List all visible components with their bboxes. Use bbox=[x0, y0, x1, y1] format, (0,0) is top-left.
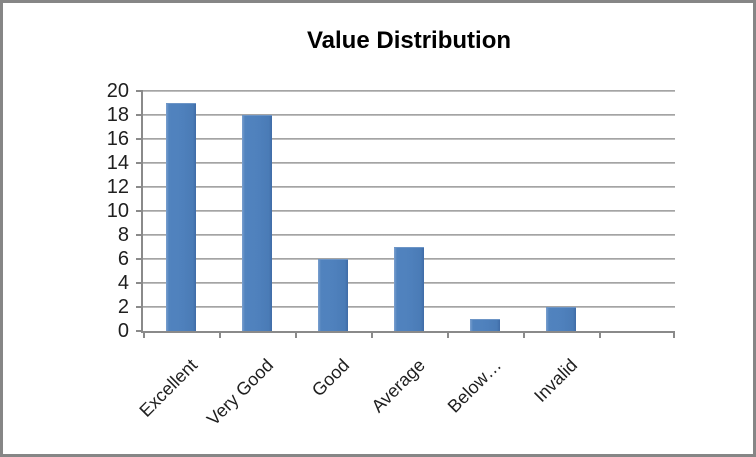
x-category-label: Very Good bbox=[202, 355, 278, 430]
y-tick-label: 18 bbox=[106, 104, 129, 126]
bar-good bbox=[318, 259, 348, 331]
gridline bbox=[143, 210, 675, 212]
y-axis-tick bbox=[136, 234, 143, 236]
y-axis-tick bbox=[136, 282, 143, 284]
gridline bbox=[143, 186, 675, 188]
x-category-label: Excellent bbox=[135, 355, 202, 421]
bar-invalid bbox=[546, 307, 576, 331]
x-axis-tick bbox=[371, 331, 373, 338]
bar-excellent bbox=[166, 103, 196, 331]
x-axis-line bbox=[143, 331, 675, 333]
y-tick-label: 10 bbox=[106, 200, 129, 222]
gridline bbox=[143, 90, 675, 92]
x-category-label: Good bbox=[307, 355, 354, 401]
y-tick-label: 2 bbox=[117, 296, 129, 318]
y-tick-label: 14 bbox=[106, 152, 129, 174]
y-axis-tick bbox=[136, 306, 143, 308]
gridline bbox=[143, 114, 675, 116]
x-category-label: Average bbox=[367, 355, 430, 417]
y-tick-label: 20 bbox=[106, 80, 129, 102]
y-axis-tick bbox=[136, 186, 143, 188]
y-axis-tick bbox=[136, 330, 143, 332]
y-tick-label: 12 bbox=[106, 176, 129, 198]
y-tick-label: 4 bbox=[117, 272, 129, 294]
gridline bbox=[143, 234, 675, 236]
y-tick-label: 16 bbox=[106, 128, 129, 150]
x-axis-tick bbox=[673, 331, 675, 338]
x-axis-tick bbox=[447, 331, 449, 338]
bar-very-good bbox=[242, 115, 272, 331]
bar-average bbox=[394, 247, 424, 331]
y-axis-tick bbox=[136, 138, 143, 140]
x-axis-tick bbox=[599, 331, 601, 338]
y-axis-tick bbox=[136, 162, 143, 164]
x-axis-tick bbox=[295, 331, 297, 338]
x-category-label: Invalid bbox=[530, 355, 582, 406]
x-axis-tick bbox=[219, 331, 221, 338]
x-category-label: Below… bbox=[443, 355, 506, 417]
y-tick-label: 8 bbox=[117, 224, 129, 246]
x-axis-tick bbox=[143, 331, 145, 338]
y-axis-tick bbox=[136, 210, 143, 212]
y-tick-label: 6 bbox=[117, 248, 129, 270]
x-axis-tick bbox=[523, 331, 525, 338]
y-tick-label: 0 bbox=[117, 320, 129, 342]
bar-below bbox=[470, 319, 500, 331]
y-axis-tick bbox=[136, 258, 143, 260]
y-axis-line bbox=[141, 91, 143, 333]
y-axis-tick bbox=[136, 114, 143, 116]
chart-title: Value Distribution bbox=[306, 27, 512, 54]
gridline bbox=[143, 138, 675, 140]
gridline bbox=[143, 162, 675, 164]
y-axis-tick bbox=[136, 90, 143, 92]
